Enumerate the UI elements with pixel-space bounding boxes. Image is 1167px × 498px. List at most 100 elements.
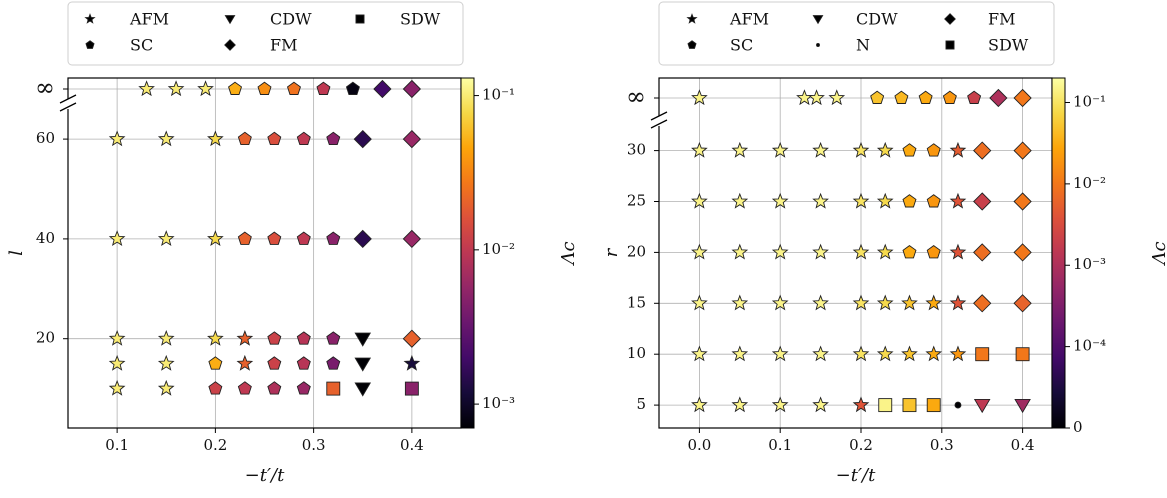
data-point-sdw bbox=[1015, 347, 1030, 362]
legend-label-n: N bbox=[856, 36, 870, 55]
data-point-sdw bbox=[878, 398, 893, 413]
data-point-afm bbox=[876, 243, 894, 260]
data-point-afm bbox=[138, 80, 155, 97]
data-point-afm bbox=[731, 192, 749, 209]
axis-break-mark bbox=[650, 111, 668, 121]
data-point-afm bbox=[925, 294, 943, 311]
data-point-afm bbox=[731, 141, 749, 158]
data-point-sc bbox=[257, 81, 272, 95]
data-point-afm bbox=[403, 354, 421, 371]
data-point-afm bbox=[876, 141, 894, 158]
data-point-n bbox=[954, 401, 962, 409]
data-point-afm bbox=[852, 243, 870, 260]
data-point-afm bbox=[949, 345, 967, 362]
colorbar-label: Λc bbox=[1149, 241, 1167, 266]
data-point-afm bbox=[731, 294, 749, 311]
x-axis-label: −t′/t bbox=[836, 465, 876, 486]
data-point-fm bbox=[1013, 141, 1032, 160]
colorbar-tick-label: 10⁻³ bbox=[482, 394, 515, 412]
right-panel: AFM CDW FM SC N SDW 0.0 0.1 0.2 0.3 0.4 5 10 15 20 25 30… bbox=[601, 1, 1167, 486]
data-point-fm bbox=[989, 88, 1008, 108]
data-point-afm bbox=[691, 89, 708, 106]
data-point-afm bbox=[207, 130, 224, 147]
data-point-sc bbox=[208, 356, 223, 370]
colorbar-tick-label: 10⁻³ bbox=[1073, 255, 1106, 273]
data-point-afm bbox=[108, 354, 126, 371]
data-point-afm bbox=[876, 345, 894, 362]
data-point-sc bbox=[926, 194, 941, 208]
y-axis-label: r bbox=[601, 247, 622, 257]
data-point-afm bbox=[812, 192, 829, 209]
data-point-afm bbox=[771, 192, 789, 209]
colorbar bbox=[460, 77, 475, 429]
data-point-sc bbox=[926, 245, 941, 259]
legend-label-afm: AFM bbox=[729, 10, 769, 29]
legend-marker-n bbox=[816, 43, 820, 47]
data-point-sc bbox=[918, 90, 933, 104]
axis-break-mark bbox=[59, 94, 77, 104]
x-tick-label: 0.2 bbox=[849, 436, 873, 454]
data-point-afm bbox=[157, 130, 175, 147]
data-point-fm bbox=[353, 129, 372, 149]
y-tick-label: 20 bbox=[627, 242, 646, 260]
data-point-afm bbox=[771, 345, 789, 362]
legend-marker-fm bbox=[944, 13, 956, 25]
data-point-afm bbox=[852, 396, 870, 413]
y-tick-label: 10 bbox=[627, 344, 646, 362]
data-point-sc bbox=[326, 231, 341, 245]
x-tick-label: 0.3 bbox=[930, 436, 954, 454]
data-point-afm bbox=[771, 141, 789, 158]
legend-marker-afm bbox=[686, 13, 698, 24]
data-point-sc bbox=[326, 131, 341, 146]
data-point-afm bbox=[828, 89, 846, 106]
left-panel: AFM CDW SDW SC FM 0.1 0.2 0.3 0.4 20 40 60 ∞ −t′/t l 10… bbox=[6, 1, 579, 486]
data-point-fm bbox=[1013, 294, 1032, 313]
data-point-sc bbox=[208, 381, 223, 395]
data-point-sc bbox=[237, 131, 252, 146]
data-point-afm bbox=[949, 243, 967, 260]
data-point-afm bbox=[108, 329, 126, 346]
data-point-sc bbox=[267, 381, 282, 395]
data-point-sc bbox=[345, 81, 360, 95]
y-tick-label: 40 bbox=[36, 229, 55, 247]
data-point-cdw bbox=[354, 357, 372, 372]
axis-break-mark bbox=[59, 102, 77, 112]
data-point-afm bbox=[852, 192, 870, 209]
data-point-fm bbox=[373, 79, 392, 99]
y-tick-label: 15 bbox=[627, 293, 646, 311]
y-tick-label-infinity: ∞ bbox=[35, 74, 55, 102]
data-point-sc bbox=[902, 194, 917, 208]
x-tick-label: 0.0 bbox=[687, 436, 711, 454]
data-point-fm bbox=[973, 294, 992, 313]
y-tick-label-infinity: ∞ bbox=[626, 83, 646, 111]
data-point-sc bbox=[942, 90, 957, 104]
data-point-afm bbox=[207, 230, 224, 246]
data-point-sdw bbox=[975, 347, 990, 362]
legend-label-cdw: CDW bbox=[856, 10, 898, 29]
data-point-afm bbox=[108, 130, 126, 147]
data-point-afm bbox=[771, 243, 789, 260]
colorbar-tick-label: 0 bbox=[1073, 418, 1083, 436]
data-point-afm bbox=[731, 243, 749, 260]
data-point-cdw bbox=[354, 332, 372, 347]
colorbar-label: Λc bbox=[558, 241, 579, 266]
data-point-fm bbox=[1013, 192, 1032, 211]
data-point-sc bbox=[228, 81, 243, 95]
legend-box bbox=[658, 1, 1055, 66]
data-point-cdw bbox=[973, 399, 991, 414]
y-tick-label: 30 bbox=[627, 141, 646, 159]
y-tick-label: 20 bbox=[36, 329, 55, 347]
axis-break-gap bbox=[656, 116, 662, 126]
data-point-sc bbox=[267, 231, 282, 245]
data-point-afm bbox=[876, 192, 894, 209]
data-point-afm bbox=[901, 294, 918, 311]
data-point-afm bbox=[691, 243, 708, 260]
legend-marker-sc bbox=[687, 40, 697, 49]
data-point-sc bbox=[894, 90, 909, 104]
data-point-cdw bbox=[354, 382, 372, 397]
legend-label-sdw: SDW bbox=[988, 36, 1029, 55]
data-point-sc bbox=[296, 131, 311, 146]
data-point-afm bbox=[852, 345, 870, 362]
data-point-afm bbox=[949, 141, 967, 158]
legend-label-cdw: CDW bbox=[270, 10, 312, 29]
